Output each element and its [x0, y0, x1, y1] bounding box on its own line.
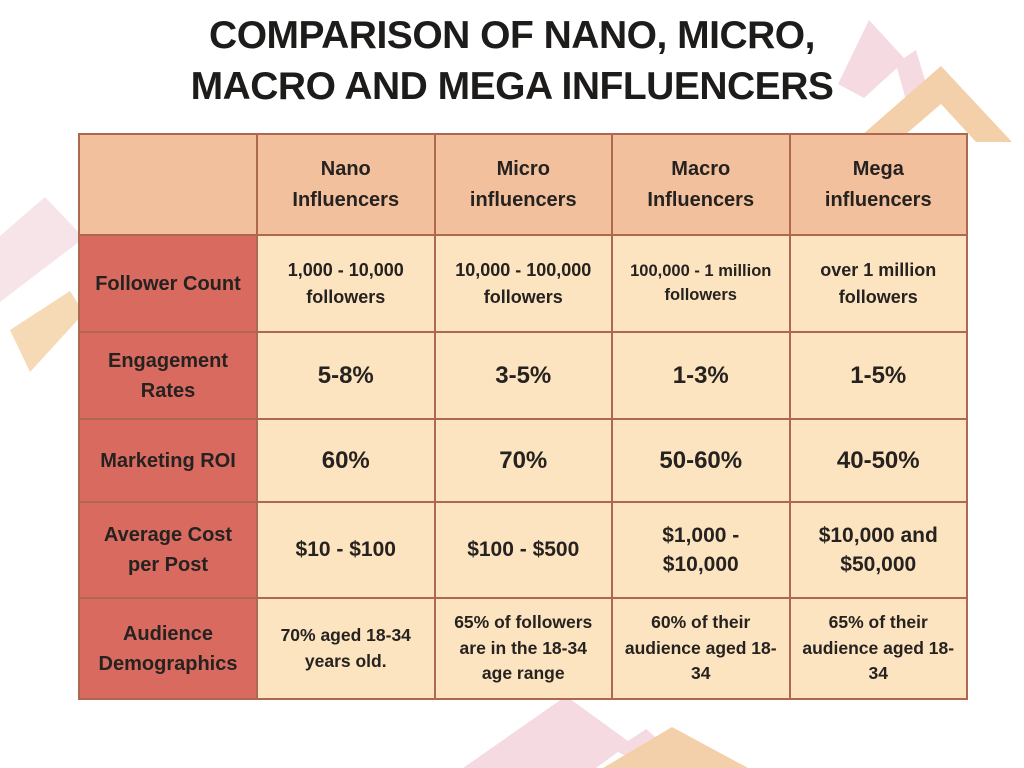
column-header: Mega influencers [790, 135, 966, 234]
page-title-line-2: MACRO AND MEGA INFLUENCERS [190, 65, 834, 108]
row-header: Average Cost per Post [80, 503, 256, 597]
table-cell: over 1 million followers [790, 236, 966, 331]
table-cell: 70% aged 18-34 years old. [258, 599, 434, 698]
row-header: Marketing ROI [80, 420, 256, 501]
table-cell: $100 - $500 [435, 503, 611, 597]
table-cell: 1,000 - 10,000 followers [258, 236, 434, 331]
table-cell: 65% of their audience aged 18-34 [790, 599, 966, 698]
row-header: Engagement Rates [80, 333, 256, 418]
decor-chevron-peach-top-right [862, 66, 1012, 142]
table-cell: $10,000 and $50,000 [790, 503, 966, 597]
comparison-table: Nano Influencers Micro influencers Macro I… [78, 133, 968, 700]
column-header: Nano Influencers [258, 135, 434, 234]
page-title: COMPARISON OF NANO, MICRO, MACRO AND MEG… [0, 10, 1024, 112]
table-cell: 5-8% [258, 333, 434, 418]
table-cell: $1,000 - $10,000 [613, 503, 789, 597]
table-cell: 10,000 - 100,000 followers [435, 236, 611, 331]
table-cell: 70% [435, 420, 611, 501]
table-cell: 65% of followers are in the 18-34 age ra… [435, 599, 611, 698]
table-cell: 1-3% [613, 333, 789, 418]
table-corner-cell [80, 135, 256, 234]
row-header: Follower Count [80, 236, 256, 331]
table-cell: 3-5% [435, 333, 611, 418]
decor-stripe-pink-left [0, 197, 84, 302]
column-header: Micro influencers [435, 135, 611, 234]
table-cell: 40-50% [790, 420, 966, 501]
table-cell: 60% [258, 420, 434, 501]
table-cell: $10 - $100 [258, 503, 434, 597]
decor-chevron-pink-top-right [838, 20, 931, 100]
column-header: Macro Influencers [613, 135, 789, 234]
decor-triangle-peach-bottom [603, 727, 748, 768]
table-cell: 50-60% [613, 420, 789, 501]
row-header: Audience Demographics [80, 599, 256, 698]
table-cell: 100,000 - 1 million followers [613, 236, 789, 331]
page-title-line-1: COMPARISON OF NANO, MICRO, [209, 14, 815, 57]
table-cell: 1-5% [790, 333, 966, 418]
table-cell: 60% of their audience aged 18-34 [613, 599, 789, 698]
decor-stripe-peach-left [10, 291, 84, 372]
